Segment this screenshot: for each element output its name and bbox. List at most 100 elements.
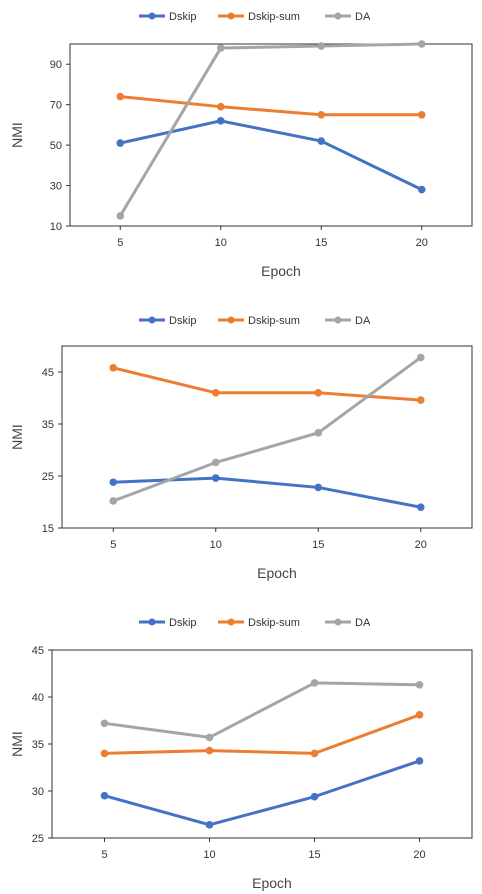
legend-item: DA — [325, 315, 371, 327]
x-tick-label: 5 — [117, 237, 123, 249]
x-tick-label: 10 — [215, 237, 227, 249]
series-line — [118, 42, 422, 217]
legend-item: DA — [325, 11, 371, 23]
y-tick-label: 70 — [50, 100, 62, 112]
y-axis-title: NMI — [9, 424, 25, 450]
legend-item: Dskip-sum — [218, 617, 300, 629]
data-point — [216, 102, 225, 111]
legend-marker — [227, 618, 235, 626]
nmi-line-chart-2: 15 25 35 45 5 10 15 20 Epoch NMI Dskip Dskip-sum DA — [9, 315, 473, 581]
legend-marker — [334, 12, 342, 20]
series-line — [104, 713, 421, 755]
series-line — [119, 119, 423, 191]
legend-label: DA — [355, 315, 371, 327]
legend-label: Dskip — [169, 617, 197, 629]
x-tick-label: 10 — [210, 539, 222, 551]
legend-label: Dskip-sum — [248, 315, 300, 327]
nmi-line-chart-3: 25 30 35 40 45 5 10 15 20 Epoch NMI Dskip Dskip-sum D… — [9, 617, 473, 891]
data-point — [211, 458, 220, 467]
x-tick-label: 20 — [413, 849, 425, 861]
legend-marker — [148, 12, 156, 20]
x-tick-label: 5 — [101, 849, 107, 861]
data-point — [416, 396, 425, 404]
x-tick-label: 20 — [416, 237, 428, 249]
data-point — [216, 117, 225, 125]
legend-marker — [148, 316, 156, 324]
x-axis-title: Epoch — [261, 263, 301, 279]
data-point — [310, 792, 319, 801]
data-point — [417, 185, 426, 194]
y-tick-label: 15 — [42, 523, 54, 535]
legend-label: DA — [355, 11, 371, 23]
x-tick-label: 20 — [415, 539, 427, 551]
data-point — [415, 680, 424, 689]
data-point — [100, 749, 109, 758]
y-axis-title: NMI — [9, 122, 25, 148]
x-tick-label: 10 — [203, 849, 215, 861]
data-point — [100, 791, 109, 800]
x-tick-label: 15 — [312, 539, 324, 551]
x-axis-title: Epoch — [257, 565, 297, 581]
data-point — [416, 353, 425, 362]
data-point — [116, 92, 125, 101]
legend-label: DA — [355, 617, 371, 629]
data-point — [317, 110, 326, 119]
data-point — [205, 746, 214, 755]
legend-item: Dskip-sum — [218, 11, 300, 23]
y-tick-label: 40 — [32, 692, 44, 704]
y-tick-label: 35 — [42, 419, 54, 431]
data-point — [415, 711, 424, 719]
legend-item: Dskip — [139, 315, 197, 327]
legend-item: Dskip — [139, 617, 197, 629]
data-point — [100, 719, 109, 728]
y-tick-label: 90 — [50, 59, 62, 71]
y-tick-label: 25 — [32, 833, 44, 845]
legend-marker — [227, 316, 235, 324]
y-tick-label: 45 — [42, 367, 54, 379]
y-tick-label: 35 — [32, 739, 44, 751]
legend-marker — [148, 618, 156, 626]
series-line — [120, 95, 422, 117]
x-tick-label: 5 — [110, 539, 116, 551]
series-line — [112, 356, 422, 503]
plot-frame — [61, 345, 473, 529]
data-point — [314, 429, 323, 437]
data-point — [310, 679, 319, 687]
series-line — [112, 366, 421, 402]
data-point — [211, 474, 220, 482]
data-point — [314, 389, 323, 397]
data-point — [417, 110, 426, 119]
y-tick-label: 50 — [50, 140, 62, 152]
y-tick-label: 45 — [32, 645, 44, 657]
legend-item: Dskip — [139, 11, 197, 23]
legend-label: Dskip-sum — [248, 617, 300, 629]
chart-panel-1: 10 30 50 70 90 5 10 15 20 Epoch NMI Dskip Dskip-sum D… — [0, 0, 482, 290]
y-tick-label: 30 — [50, 181, 62, 193]
legend-item: Dskip-sum — [218, 315, 300, 327]
x-axis-title: Epoch — [252, 875, 292, 891]
legend-marker — [227, 12, 235, 20]
data-point — [310, 749, 319, 758]
y-tick-label: 10 — [50, 221, 62, 233]
data-point — [205, 733, 214, 742]
data-point — [317, 137, 326, 145]
y-axis-title: NMI — [9, 731, 25, 757]
data-point — [109, 497, 118, 505]
data-point — [211, 389, 220, 397]
y-tick-label: 25 — [42, 471, 54, 483]
data-point — [416, 503, 425, 511]
data-point — [116, 212, 125, 220]
series-line — [104, 759, 420, 827]
data-point — [116, 139, 125, 147]
data-point — [317, 42, 326, 50]
chart-panel-2: 15 25 35 45 5 10 15 20 Epoch NMI Dskip Dskip-sum DA — [0, 300, 482, 590]
chart-panel-3: 25 30 35 40 45 5 10 15 20 Epoch NMI Dskip Dskip-sum D… — [0, 604, 482, 894]
data-point — [109, 364, 118, 372]
nmi-line-chart-1: 10 30 50 70 90 5 10 15 20 Epoch NMI Dskip Dskip-sum D… — [9, 11, 473, 279]
x-tick-label: 15 — [308, 849, 320, 861]
legend-label: Dskip — [169, 315, 197, 327]
legend-label: Dskip — [169, 11, 197, 23]
plot-frame — [69, 43, 473, 227]
data-point — [417, 40, 426, 48]
legend-marker — [334, 316, 342, 324]
